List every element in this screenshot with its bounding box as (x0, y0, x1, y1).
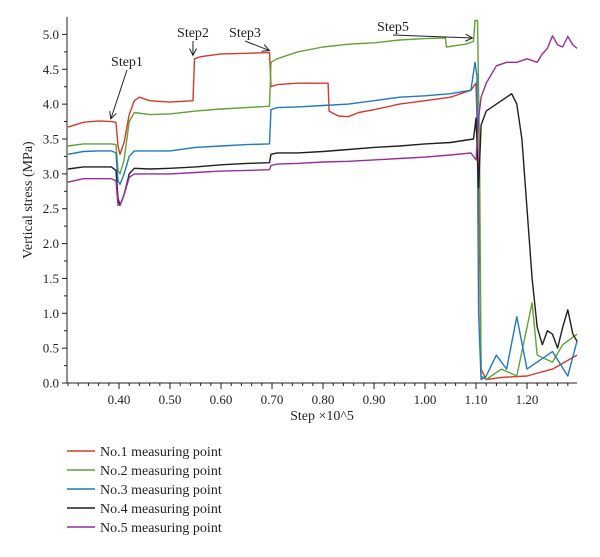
legend-label: No.5 measuring point (100, 521, 222, 536)
y-tick-label: 1.0 (43, 306, 59, 321)
y-tick-label: 2.0 (43, 236, 59, 251)
y-tick-label: 3.0 (43, 166, 59, 181)
y-axis-ticks: 0.0 0.5 1.0 1.5 2.0 2.5 3.0 3.5 4.0 4.5 5.0 (43, 27, 67, 391)
y-tick-label: 4.5 (43, 62, 59, 77)
annotation-arrowhead (261, 44, 271, 52)
y-tick-label: 5.0 (43, 27, 59, 42)
x-tick-label: 1.10 (465, 392, 488, 407)
series-line (67, 19, 578, 381)
annotation-arrow (244, 40, 270, 52)
step-annotations: Step1 Step2 Step3 Step5 (109, 20, 474, 120)
x-tick-label: 0.70 (261, 392, 284, 407)
x-tick-label: 0.60 (210, 392, 233, 407)
y-tick-label: 0.5 (43, 341, 59, 356)
annotation-arrowhead (465, 33, 474, 42)
y-tick-label: 3.5 (43, 132, 59, 147)
y-tick-label: 4.0 (43, 97, 59, 112)
legend-label: No.3 measuring point (100, 483, 222, 498)
x-axis-ticks: 0.40 0.50 0.60 0.70 0.80 0.90 1.00 1.10 1.20 (67, 383, 569, 407)
x-tick-label: 1.20 (516, 392, 539, 407)
x-axis-title: Step ×10^5 (290, 409, 354, 424)
annotation-label: Step2 (177, 26, 209, 41)
annotation-label: Step3 (229, 26, 261, 41)
annotation-arrow (392, 34, 473, 39)
annotation-label: Step5 (377, 20, 409, 35)
series-lines (67, 19, 578, 381)
annotation-arrowhead (109, 111, 117, 120)
y-tick-label: 0.0 (43, 376, 59, 391)
legend: No.1 measuring point No.2 measuring point… (67, 445, 222, 536)
series-line (67, 35, 578, 206)
legend-label: No.2 measuring point (100, 464, 222, 479)
x-tick-label: 1.00 (414, 392, 437, 407)
legend-label: No.1 measuring point (100, 445, 222, 460)
series-line (67, 61, 578, 381)
y-tick-label: 1.5 (43, 271, 59, 286)
plot-frame (66, 17, 577, 384)
y-tick-label: 2.5 (43, 201, 59, 216)
annotation-arrow (110, 69, 128, 120)
x-tick-label: 0.80 (312, 392, 335, 407)
series-line (67, 93, 578, 349)
y-axis-title: Vertical stress (MPa) (21, 141, 36, 259)
x-tick-label: 0.40 (108, 392, 131, 407)
annotation-label: Step1 (111, 55, 143, 70)
legend-label: No.4 measuring point (100, 502, 222, 517)
annotation-arrowhead (189, 48, 197, 57)
x-tick-label: 0.50 (159, 392, 182, 407)
x-tick-label: 0.90 (363, 392, 386, 407)
